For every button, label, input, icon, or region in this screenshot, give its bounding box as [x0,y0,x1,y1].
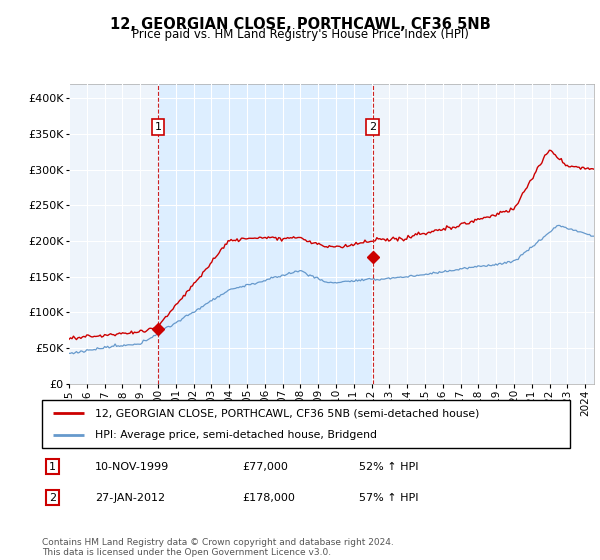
FancyBboxPatch shape [42,400,570,448]
Text: £178,000: £178,000 [242,493,296,503]
Text: 1: 1 [154,122,161,132]
Text: HPI: Average price, semi-detached house, Bridgend: HPI: Average price, semi-detached house,… [95,430,377,440]
Text: 12, GEORGIAN CLOSE, PORTHCAWL, CF36 5NB (semi-detached house): 12, GEORGIAN CLOSE, PORTHCAWL, CF36 5NB … [95,408,479,418]
Text: 57% ↑ HPI: 57% ↑ HPI [359,493,418,503]
Text: 1: 1 [49,461,56,472]
Text: 2: 2 [369,122,376,132]
Text: 27-JAN-2012: 27-JAN-2012 [95,493,165,503]
Text: £77,000: £77,000 [242,461,289,472]
Text: 12, GEORGIAN CLOSE, PORTHCAWL, CF36 5NB: 12, GEORGIAN CLOSE, PORTHCAWL, CF36 5NB [110,17,490,32]
Text: Contains HM Land Registry data © Crown copyright and database right 2024.
This d: Contains HM Land Registry data © Crown c… [42,538,394,557]
Text: Price paid vs. HM Land Registry's House Price Index (HPI): Price paid vs. HM Land Registry's House … [131,28,469,41]
Text: 10-NOV-1999: 10-NOV-1999 [95,461,169,472]
Bar [158,84,373,384]
Text: 2: 2 [49,493,56,503]
Text: 52% ↑ HPI: 52% ↑ HPI [359,461,418,472]
